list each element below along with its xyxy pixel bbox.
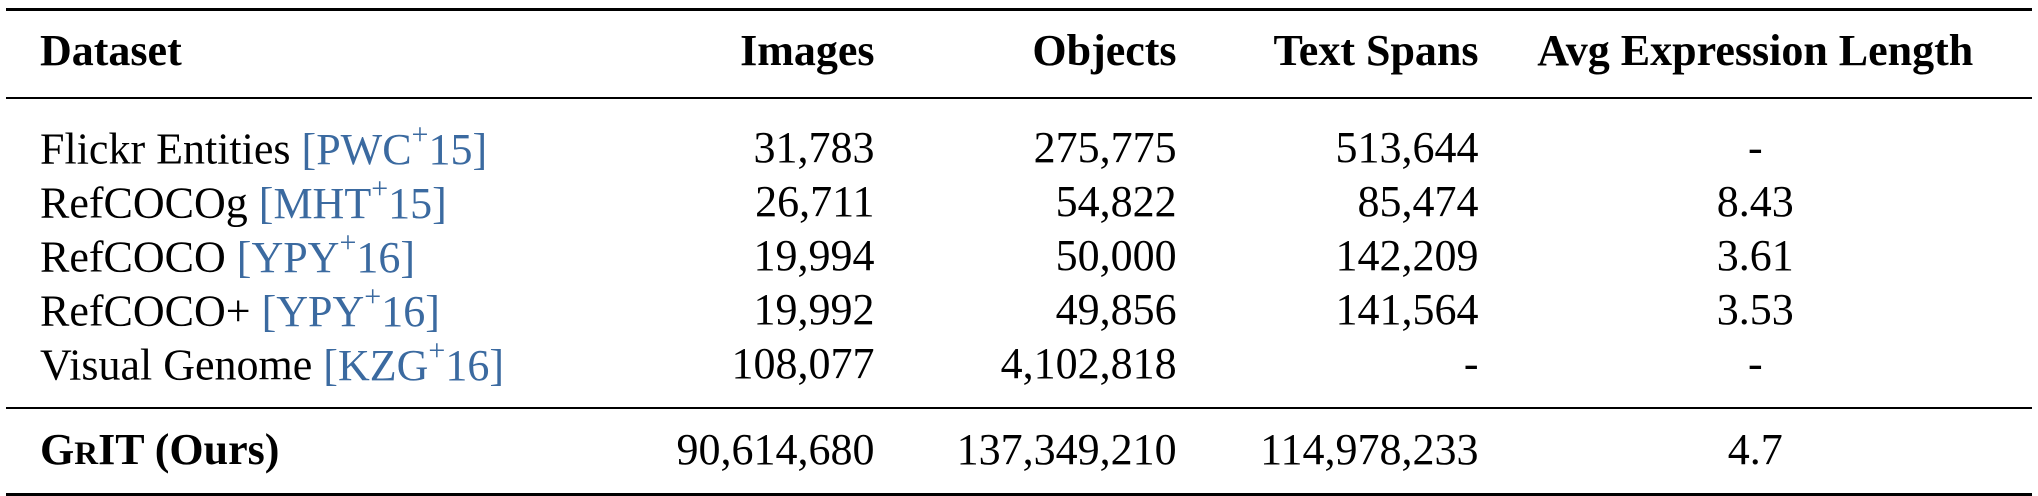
avg-length-cell: 3.61 <box>1716 231 1794 280</box>
citation-link[interactable]: [KZG+16] <box>323 334 504 390</box>
ours-text-spans-cell: 114,978,233 <box>1260 425 1479 474</box>
objects-cell: 275,775 <box>1033 123 1177 172</box>
images-cell: 108,077 <box>731 339 875 388</box>
avg-length-cell: - <box>1747 123 1763 172</box>
dataset-name: RefCOCOg <box>40 178 248 228</box>
objects-cell: 50,000 <box>1055 231 1177 280</box>
header-dataset: Dataset <box>40 26 182 75</box>
images-cell: 26,711 <box>755 177 875 226</box>
dataset-name-cell: Flickr Entities [PWC+15] <box>6 98 588 175</box>
images-cell: 19,994 <box>753 231 875 280</box>
ours-objects-cell: 137,349,210 <box>956 425 1177 474</box>
header-images: Images <box>740 26 875 75</box>
images-cell: 31,783 <box>753 123 875 172</box>
ours-avg-length-cell: 4.7 <box>1727 425 1783 474</box>
citation-link[interactable]: [YPY+16] <box>261 280 440 336</box>
avg-length-cell: 8.43 <box>1716 177 1794 226</box>
objects-cell: 4,102,818 <box>1000 339 1177 388</box>
dataset-name-cell: RefCOCO+ [YPY+16] <box>6 280 588 337</box>
dataset-name: RefCOCO <box>40 232 226 282</box>
header-text-spans: Text Spans <box>1273 26 1479 75</box>
text-spans-cell: - <box>1463 339 1479 388</box>
ours-images-cell: 90,614,680 <box>676 425 875 474</box>
objects-cell: 49,856 <box>1055 285 1177 334</box>
dataset-name-cell: RefCOCO [YPY+16] <box>6 226 588 283</box>
text-spans-cell: 513,644 <box>1335 123 1479 172</box>
citation-link[interactable]: [PWC+15] <box>301 118 488 174</box>
header-row: Dataset Images Objects Text Spans Avg Ex… <box>6 9 2032 99</box>
dataset-name-cell: RefCOCOg [MHT+15] <box>6 172 588 229</box>
table-row: Visual Genome [KZG+16] 108,077 4,102,818… <box>6 334 2032 408</box>
header-avg-expression-length: Avg Expression Length <box>1537 26 1974 75</box>
text-spans-cell: 142,209 <box>1335 231 1479 280</box>
table-row: RefCOCOg [MHT+15] 26,711 54,822 85,474 8… <box>6 172 2032 229</box>
table-row: RefCOCO [YPY+16] 19,994 50,000 142,209 3… <box>6 226 2032 283</box>
images-cell: 19,992 <box>753 285 875 334</box>
avg-length-cell: 3.53 <box>1716 285 1794 334</box>
dataset-name-cell: Visual Genome [KZG+16] <box>6 334 588 408</box>
objects-cell: 54,822 <box>1055 177 1177 226</box>
table-row: RefCOCO+ [YPY+16] 19,992 49,856 141,564 … <box>6 280 2032 337</box>
avg-length-cell: - <box>1747 339 1763 388</box>
dataset-name: Flickr Entities <box>40 124 291 174</box>
ours-name-cell: GRIT (Ours) <box>40 425 280 474</box>
header-objects: Objects <box>1032 26 1177 75</box>
citation-link[interactable]: [MHT+15] <box>258 172 447 228</box>
text-spans-cell: 85,474 <box>1357 177 1479 226</box>
dataset-name: RefCOCO+ <box>40 286 251 336</box>
text-spans-cell: 141,564 <box>1335 285 1479 334</box>
citation-link[interactable]: [YPY+16] <box>236 226 416 282</box>
dataset-comparison-table: Dataset Images Objects Text Spans Avg Ex… <box>6 8 2032 496</box>
dataset-name: Visual Genome <box>40 340 313 390</box>
ours-row: GRIT (Ours) 90,614,680 137,349,210 114,9… <box>6 408 2032 495</box>
table-row: Flickr Entities [PWC+15] 31,783 275,775 … <box>6 98 2032 175</box>
table: Dataset Images Objects Text Spans Avg Ex… <box>6 8 2032 496</box>
